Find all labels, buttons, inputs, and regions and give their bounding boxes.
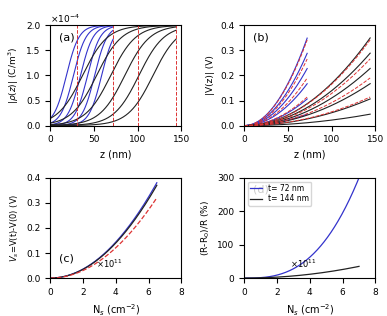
Text: (a): (a) (60, 32, 75, 42)
X-axis label: N$_s$ (cm$^{-2}$): N$_s$ (cm$^{-2}$) (286, 302, 334, 316)
Text: (c): (c) (60, 253, 74, 263)
Legend: t= 72 nm, t= 144 nm: t= 72 nm, t= 144 nm (248, 182, 311, 206)
Text: (d): (d) (253, 185, 269, 195)
Text: $\times10^{11}$: $\times10^{11}$ (96, 258, 123, 270)
X-axis label: N$_s$ (cm$^{-2}$): N$_s$ (cm$^{-2}$) (92, 302, 140, 316)
Y-axis label: (R-R$_0$)/R (%): (R-R$_0$)/R (%) (199, 200, 212, 256)
X-axis label: z (nm): z (nm) (294, 150, 325, 160)
Text: $\times10^{-4}$: $\times10^{-4}$ (50, 13, 80, 25)
X-axis label: z (nm): z (nm) (100, 150, 132, 160)
Text: (b): (b) (253, 32, 269, 42)
Y-axis label: $V_s$=V(t)-V(0) (V): $V_s$=V(t)-V(0) (V) (8, 194, 21, 262)
Y-axis label: $|\rho(z)|$ (C/m$^3$): $|\rho(z)|$ (C/m$^3$) (6, 47, 21, 104)
Text: $\times10^{11}$: $\times10^{11}$ (290, 258, 317, 270)
Y-axis label: |V(z)| (V): |V(z)| (V) (205, 56, 215, 95)
